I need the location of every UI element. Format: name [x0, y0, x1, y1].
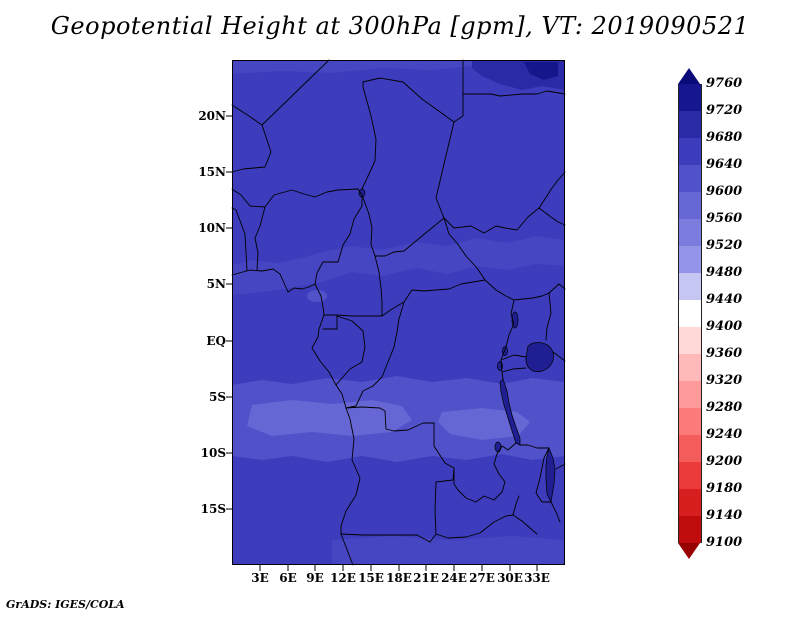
- geopotential-map: [226, 59, 566, 571]
- y-tick-label: 20N: [198, 109, 226, 123]
- x-tick-label: 24E: [441, 571, 467, 585]
- colorbar-label: 9400: [706, 319, 743, 334]
- colorbar-arrow-up-icon: [678, 68, 700, 84]
- colorbar-cell: [678, 408, 702, 435]
- colorbar-label: 9520: [706, 238, 743, 253]
- colorbar-cell: [678, 84, 702, 111]
- colorbar-arrow-down-icon: [678, 543, 700, 559]
- colorbar-label: 9180: [706, 481, 743, 496]
- colorbar-label: 9240: [706, 427, 743, 442]
- colorbar: [678, 68, 702, 559]
- x-tick-label: 27E: [469, 571, 495, 585]
- x-tick-label: 12E: [330, 571, 356, 585]
- borders: [231, 59, 566, 543]
- colorbar-cell: [678, 381, 702, 408]
- map-panel: [226, 59, 566, 571]
- y-tick-label: 5S: [208, 390, 226, 404]
- colorbar-label: 9320: [706, 373, 743, 388]
- colorbar-cell: [678, 435, 702, 462]
- axis-ticks: [226, 115, 538, 571]
- colorbar-label: 9600: [706, 184, 743, 199]
- map-frame: [232, 60, 565, 565]
- colorbar-label: 9760: [706, 76, 743, 91]
- colorbar-cell: [678, 246, 702, 273]
- colorbar-label: 9680: [706, 130, 743, 145]
- colorbar-cell: [678, 489, 702, 516]
- colorbar-label: 9200: [706, 454, 743, 469]
- colorbar-label: 9640: [706, 157, 743, 172]
- x-tick-label: 9E: [306, 571, 324, 585]
- colorbar-cell: [678, 516, 702, 543]
- colorbar-label: 9280: [706, 400, 743, 415]
- x-tick-label: 18E: [386, 571, 412, 585]
- y-tick-label: EQ: [206, 334, 226, 348]
- colorbar-cell: [678, 273, 702, 300]
- x-tick-label: 15E: [358, 571, 384, 585]
- y-tick-label: 15S: [200, 502, 226, 516]
- country-borders: [231, 59, 566, 566]
- plot-title: Geopotential Height at 300hPa [gpm], VT:…: [50, 12, 750, 40]
- x-tick-label: 6E: [279, 571, 297, 585]
- colorbar-label: 9560: [706, 211, 743, 226]
- colorbar-cell: [678, 111, 702, 138]
- map-base-fill: [232, 60, 565, 565]
- colorbar-label: 9440: [706, 292, 743, 307]
- colorbar-cell: [678, 327, 702, 354]
- x-tick-label: 33E: [524, 571, 550, 585]
- lakes: [358, 188, 556, 504]
- colorbar-cell: [678, 138, 702, 165]
- colorbar-cell: [678, 354, 702, 381]
- colorbar-label: 9720: [706, 103, 743, 118]
- colorbar-cell: [678, 219, 702, 246]
- y-tick-label: 10N: [198, 221, 226, 235]
- colorbar-cell: [678, 165, 702, 192]
- grads-credit: GrADS: IGES/COLA: [6, 598, 125, 611]
- colorbar-label: 9100: [706, 535, 743, 550]
- x-tick-label: 30E: [497, 571, 523, 585]
- colorbar-label: 9480: [706, 265, 743, 280]
- y-tick-label: 10S: [200, 446, 226, 460]
- colorbar-cell: [678, 300, 702, 327]
- x-tick-label: 21E: [413, 571, 439, 585]
- colorbar-cell: [678, 192, 702, 219]
- x-tick-label: 3E: [251, 571, 269, 585]
- y-tick-label: 5N: [206, 277, 226, 291]
- colorbar-label: 9360: [706, 346, 743, 361]
- y-tick-label: 15N: [198, 165, 226, 179]
- colorbar-cell: [678, 462, 702, 489]
- coastline: [231, 268, 361, 566]
- colorbar-label: 9140: [706, 508, 743, 523]
